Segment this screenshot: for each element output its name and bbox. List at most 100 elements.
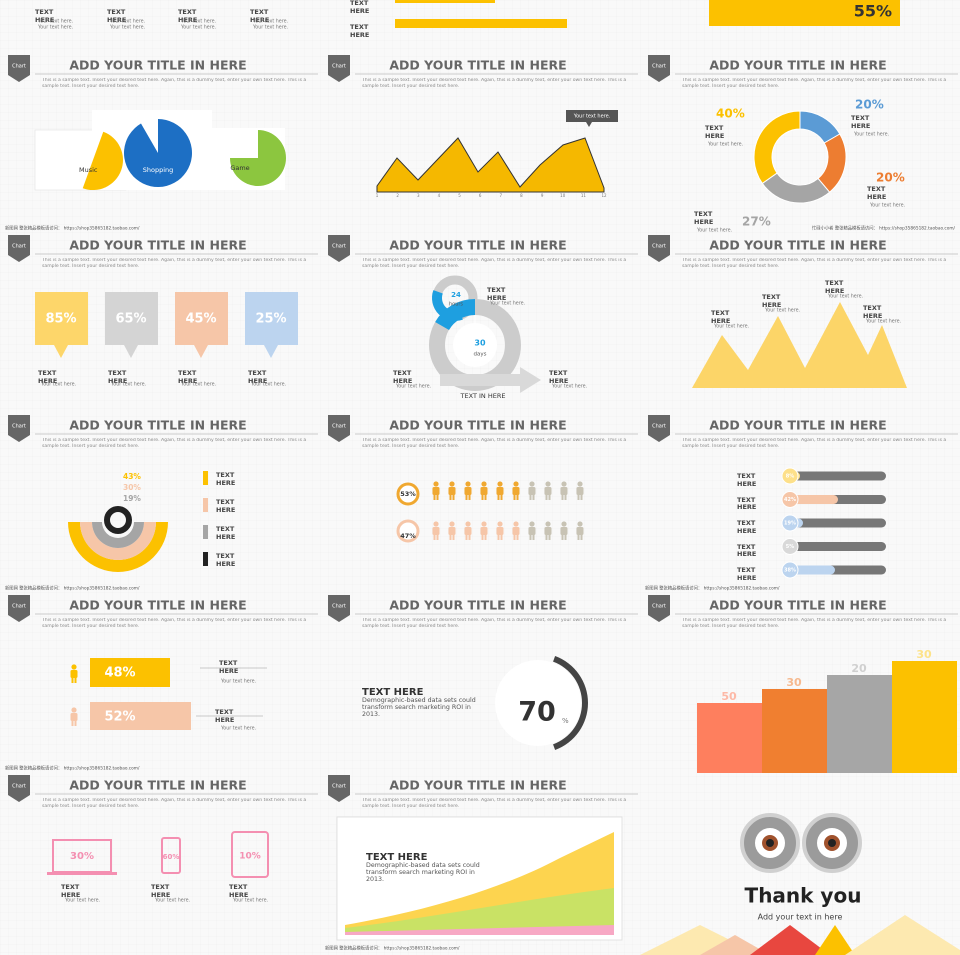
person-head bbox=[433, 481, 439, 487]
decor-triangle bbox=[845, 915, 960, 955]
item-note: Your text here. bbox=[232, 898, 268, 904]
pie bbox=[124, 119, 192, 188]
body-text-box: This is a sample text. Insert your desir… bbox=[362, 258, 626, 269]
person-leg bbox=[577, 534, 580, 540]
person-leg bbox=[436, 534, 439, 540]
item-label-box: TEXT HERE bbox=[694, 211, 713, 225]
person-leg bbox=[497, 534, 500, 540]
tag: Chart bbox=[12, 424, 26, 430]
person-leg bbox=[513, 494, 516, 500]
item-label-box: TEXT HERE bbox=[851, 115, 870, 129]
body-text-box: This is a sample text. Insert your desir… bbox=[42, 618, 306, 629]
tag-shape bbox=[328, 415, 350, 442]
person-leg bbox=[516, 494, 519, 500]
percent: 38% bbox=[784, 568, 796, 574]
item-note: Your text here. bbox=[713, 324, 749, 330]
person-body bbox=[432, 487, 440, 495]
bar bbox=[395, 0, 495, 3]
item-note: Your text here. bbox=[250, 382, 286, 388]
body-text: This is a sample text. Insert your desir… bbox=[42, 438, 307, 449]
person-leg bbox=[513, 534, 516, 540]
person-body bbox=[544, 527, 552, 535]
percent: 20% bbox=[855, 98, 884, 112]
person-body bbox=[544, 487, 552, 495]
item-label: TEXT HERE bbox=[737, 543, 757, 558]
pie-label: Shopping bbox=[143, 166, 174, 174]
slide-title: ADD YOUR TITLE IN HERE bbox=[69, 418, 246, 433]
person-head bbox=[545, 521, 551, 527]
slide-title: ADD YOUR TITLE IN HERE bbox=[389, 418, 566, 433]
slide-title: ADD YOUR TITLE IN HERE bbox=[69, 598, 246, 613]
tag: Chart bbox=[332, 64, 346, 70]
tag: Chart bbox=[332, 424, 346, 430]
eye-pupil bbox=[766, 839, 774, 847]
item-label-box: TEXT HERE bbox=[711, 310, 731, 325]
unit: days bbox=[474, 352, 487, 358]
body-text: This is a sample text. Insert your desir… bbox=[362, 438, 627, 449]
item-label: TEXT HERE bbox=[216, 499, 236, 514]
item-label-box: TEXT HERE bbox=[108, 370, 127, 384]
legend-swatch bbox=[203, 525, 208, 539]
person-leg bbox=[484, 494, 487, 500]
body-text-box: This is a sample text. Insert your desir… bbox=[682, 258, 946, 269]
person-leg bbox=[433, 494, 436, 500]
badge bbox=[781, 561, 799, 579]
person-body bbox=[512, 487, 520, 495]
mountains bbox=[692, 302, 907, 388]
tag: Chart bbox=[332, 784, 346, 790]
body-text-box: This is a sample text. Insert your desir… bbox=[42, 438, 307, 449]
item-label: TEXT HERE bbox=[250, 9, 270, 24]
tag-shape bbox=[328, 775, 350, 802]
item-label-box: TEXT HERE bbox=[737, 520, 756, 534]
decor-triangle bbox=[700, 935, 770, 955]
item-note: Your text here. bbox=[220, 726, 256, 732]
item-label: TEXT HERE bbox=[215, 709, 235, 724]
item-label-box: TEXT HERE bbox=[38, 370, 57, 384]
person-leg bbox=[561, 534, 564, 540]
item-note: Your text here. bbox=[110, 382, 146, 388]
axis-label: 11 bbox=[581, 193, 587, 198]
item-label: TEXT HERE bbox=[711, 310, 731, 325]
tag: Chart bbox=[12, 604, 26, 610]
person-head bbox=[71, 664, 77, 670]
person-body bbox=[560, 527, 568, 535]
item-label-box: TEXT HERE bbox=[737, 473, 756, 487]
person-body bbox=[70, 670, 78, 678]
gauge-face bbox=[495, 660, 581, 746]
badge bbox=[396, 482, 420, 506]
tag-card bbox=[105, 292, 158, 358]
highlight-box bbox=[709, 0, 900, 26]
column bbox=[762, 689, 827, 773]
item-label-box: TEXT HERE bbox=[737, 497, 756, 511]
tag-shape bbox=[8, 415, 30, 442]
item-note: Your text here. bbox=[154, 898, 190, 904]
gauge-arc bbox=[553, 656, 588, 750]
slide-title: ADD YOUR TITLE IN HERE bbox=[389, 778, 566, 793]
person-head bbox=[71, 707, 77, 713]
percent: 43% bbox=[123, 472, 141, 481]
slide-title: ADD YOUR TITLE IN HERE bbox=[709, 238, 886, 253]
person-leg bbox=[532, 534, 535, 540]
axis-label: 6 bbox=[479, 193, 482, 198]
body-text: This is a sample text. Insert your desir… bbox=[42, 78, 307, 89]
item-note: Your text here. bbox=[865, 319, 901, 325]
percent: 19% bbox=[784, 521, 796, 527]
person-leg bbox=[577, 494, 580, 500]
person-leg bbox=[564, 534, 567, 540]
slide-title: ADD YOUR TITLE IN HERE bbox=[709, 598, 886, 613]
percent: 70 bbox=[518, 697, 556, 728]
item-label: TEXT HERE bbox=[216, 553, 236, 568]
item-label: TEXT HERE bbox=[350, 0, 370, 15]
person-leg bbox=[580, 534, 583, 540]
item-label-box: TEXT HERE bbox=[219, 660, 238, 674]
item-note: Your text here. bbox=[64, 898, 100, 904]
item-label-box: TEXT HERE bbox=[178, 370, 197, 384]
item-label: TEXT HERE bbox=[737, 567, 757, 582]
person-body bbox=[480, 487, 488, 495]
pie bbox=[230, 130, 286, 186]
callout bbox=[566, 110, 618, 122]
tag-shape bbox=[8, 55, 30, 82]
person-leg bbox=[484, 534, 487, 540]
